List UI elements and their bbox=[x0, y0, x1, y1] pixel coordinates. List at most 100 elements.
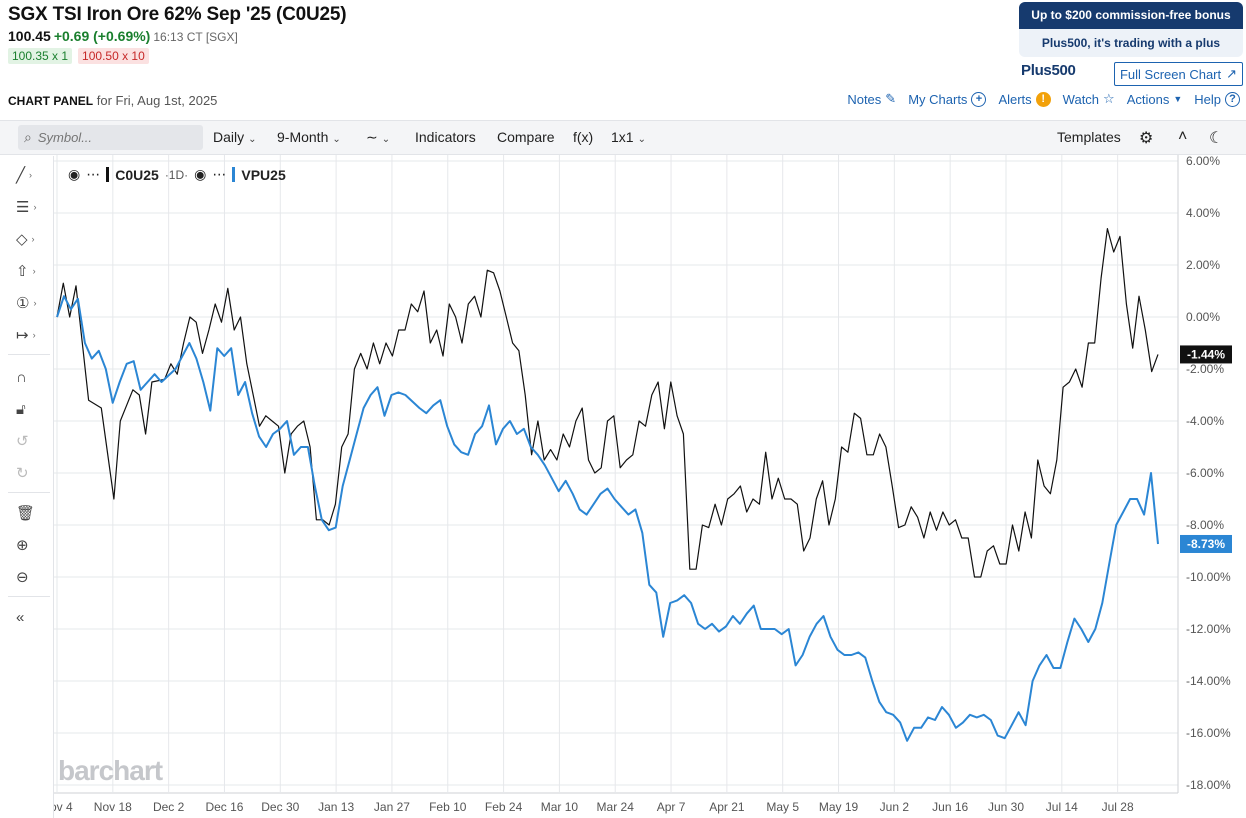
chevron-down-icon: ⌄ bbox=[637, 134, 646, 145]
chart-toolbar: ⌕ Daily⌄ 9-Month⌄ ∼⌄ Indicators Compare … bbox=[0, 120, 1246, 155]
quote-line: 100.45 +0.69 (+0.69%) 16:13 CT [SGX] bbox=[8, 28, 346, 44]
search-icon: ⌕ bbox=[24, 129, 32, 145]
indicators-button[interactable]: Indicators bbox=[415, 129, 476, 145]
x-tick-label: Jul 28 bbox=[1102, 800, 1134, 814]
arrow-tool[interactable]: ⇧ › bbox=[16, 260, 44, 282]
eye-icon[interactable]: ◉ bbox=[68, 166, 81, 182]
expand-arrow-icon: ↗ bbox=[1226, 66, 1238, 81]
y-tick-label: -4.00% bbox=[1186, 414, 1224, 428]
y-tick-label: -10.00% bbox=[1186, 570, 1231, 584]
drawing-tools-sidebar: ╱ › ☰ › ◇ › ⇧ › ① › ↦ › ∩ 🔓︎ ↺ ↻ 🗑︎ ⊕ ⊖ « bbox=[0, 156, 54, 818]
x-tick-label: Jun 30 bbox=[988, 800, 1024, 814]
fx-button[interactable]: f(x) bbox=[573, 129, 594, 145]
price-change: +0.69 (+0.69%) bbox=[53, 28, 151, 44]
alerts-link[interactable]: Alerts! bbox=[998, 91, 1051, 107]
zoom-out-button[interactable]: ⊖ bbox=[16, 566, 44, 588]
measure-icon: ↦ bbox=[16, 327, 29, 344]
series-line-C0U25[interactable] bbox=[56, 228, 1159, 578]
redo-button[interactable]: ↻ bbox=[16, 462, 44, 484]
help-label: Help bbox=[1194, 91, 1221, 107]
my-charts-label: My Charts bbox=[908, 91, 968, 107]
bid-badge: 100.35 x 1 bbox=[8, 48, 73, 64]
lock-tool[interactable]: 🔓︎ bbox=[16, 398, 44, 420]
fibonacci-icon: ☰ bbox=[16, 199, 30, 216]
dark-mode-icon[interactable]: ☾ bbox=[1209, 130, 1224, 147]
fib-tool[interactable]: ☰ › bbox=[16, 196, 44, 218]
comparison-line-chart[interactable]: 6.00% 4.00% 2.00% 0.00% -2.00% -4.00% -6.00% -8… bbox=[54, 155, 1246, 818]
y-tick-label: 2.00% bbox=[1186, 258, 1220, 272]
barchart-watermark: barchart bbox=[58, 755, 163, 786]
redo-icon: ↻ bbox=[16, 465, 29, 482]
x-tick-label: Jan 27 bbox=[374, 800, 410, 814]
collapse-sidebar-button[interactable]: « bbox=[16, 606, 44, 628]
caret-down-icon: ▼ bbox=[1173, 94, 1183, 104]
x-tick-label: Dec 16 bbox=[205, 800, 243, 814]
alerts-label: Alerts bbox=[998, 91, 1032, 107]
legend-series-1[interactable]: C0U25 bbox=[115, 166, 159, 183]
chevron-down-icon: ⌄ bbox=[248, 134, 257, 145]
trend-line-icon: ╱ bbox=[16, 167, 26, 184]
watch-link[interactable]: Watch ☆ bbox=[1063, 91, 1115, 107]
promo-banner[interactable]: Up to $200 commission-free bonus Plus500… bbox=[1019, 2, 1243, 57]
trash-icon: 🗑︎ bbox=[16, 505, 36, 522]
range-label: 9-Month bbox=[277, 129, 329, 145]
symbol-input[interactable] bbox=[37, 130, 188, 145]
notes-link[interactable]: Notes ✎ bbox=[847, 91, 896, 107]
help-link[interactable]: Help? bbox=[1194, 91, 1240, 107]
y-tick-label: -8.00% bbox=[1186, 518, 1224, 532]
full-screen-chart-button[interactable]: Full Screen Chart ↗ bbox=[1114, 62, 1243, 86]
instrument-title: SGX TSI Iron Ore 62% Sep '25 (C0U25) bbox=[8, 4, 347, 25]
series-line-VPU25[interactable] bbox=[56, 295, 1159, 742]
legend-series-2[interactable]: VPU25 bbox=[241, 166, 286, 183]
my-charts-link[interactable]: My Charts + bbox=[908, 91, 987, 107]
chevron-down-icon: ⌄ bbox=[381, 134, 391, 145]
chevron-down-icon: ⌄ bbox=[332, 134, 341, 145]
last-value-label-VPU25: -8.73% bbox=[1187, 537, 1225, 551]
chevron-right-icon: › bbox=[29, 170, 33, 180]
more-icon[interactable]: ⋯ bbox=[86, 166, 101, 182]
gear-icon[interactable]: ⚙ bbox=[1139, 130, 1154, 147]
help-icon: ? bbox=[1225, 91, 1240, 107]
actions-menu[interactable]: Actions ▼ bbox=[1127, 92, 1183, 107]
annotation-tool[interactable]: ① › bbox=[16, 292, 44, 314]
y-tick-label: 0.00% bbox=[1186, 310, 1220, 324]
y-tick-label: -16.00% bbox=[1186, 726, 1231, 740]
chevron-right-icon: › bbox=[33, 202, 37, 212]
star-icon: ☆ bbox=[1103, 91, 1115, 106]
collapse-up-icon[interactable]: ˄ bbox=[1178, 128, 1188, 145]
x-tick-label: Feb 24 bbox=[485, 800, 523, 814]
quote-time: 16:13 CT [SGX] bbox=[153, 30, 238, 44]
zoom-in-button[interactable]: ⊕ bbox=[16, 534, 44, 556]
y-tick-label: -12.00% bbox=[1186, 622, 1231, 636]
chevron-right-icon: › bbox=[32, 266, 36, 276]
layout-dropdown[interactable]: 1x1 ⌄ bbox=[611, 129, 646, 145]
y-axis: 6.00% 4.00% 2.00% 0.00% -2.00% -4.00% -6.00% -8… bbox=[1186, 155, 1231, 792]
measure-tool[interactable]: ↦ › bbox=[16, 324, 44, 346]
interval-dropdown[interactable]: Daily ⌄ bbox=[213, 129, 257, 145]
range-dropdown[interactable]: 9-Month ⌄ bbox=[277, 129, 341, 145]
notes-label: Notes bbox=[847, 91, 882, 107]
chart-type-dropdown[interactable]: ∼ ⌄ bbox=[366, 129, 390, 146]
more-icon[interactable]: ⋯ bbox=[212, 166, 227, 182]
shapes-tool[interactable]: ◇ › bbox=[16, 228, 44, 250]
double-chevron-left-icon: « bbox=[16, 608, 25, 626]
last-value-label-C0U25: -1.44% bbox=[1187, 347, 1225, 361]
delete-button[interactable]: 🗑︎ bbox=[16, 502, 44, 524]
chevron-right-icon: › bbox=[33, 298, 37, 308]
numbered-marker-icon: ① bbox=[16, 295, 30, 312]
x-tick-label: Jun 2 bbox=[880, 800, 910, 814]
sidebar-divider bbox=[8, 492, 50, 493]
chart-panel-label: CHART PANEL for Fri, Aug 1st, 2025 bbox=[8, 93, 217, 108]
plus500-logo: Plus500 bbox=[1021, 62, 1076, 79]
templates-button[interactable]: Templates bbox=[1057, 129, 1121, 145]
undo-button[interactable]: ↺ bbox=[16, 430, 44, 452]
series2-swatch bbox=[232, 167, 236, 182]
line-tool[interactable]: ╱ › bbox=[16, 164, 44, 186]
compare-button[interactable]: Compare bbox=[497, 129, 555, 145]
x-tick-label: Feb 10 bbox=[429, 800, 467, 814]
magnet-tool[interactable]: ∩ bbox=[16, 366, 44, 388]
promo-line-2: Plus500, it's trading with a plus bbox=[1041, 36, 1221, 50]
eye-icon[interactable]: ◉ bbox=[194, 166, 207, 182]
y-tick-label: 6.00% bbox=[1186, 155, 1220, 168]
symbol-search[interactable]: ⌕ bbox=[18, 125, 203, 150]
